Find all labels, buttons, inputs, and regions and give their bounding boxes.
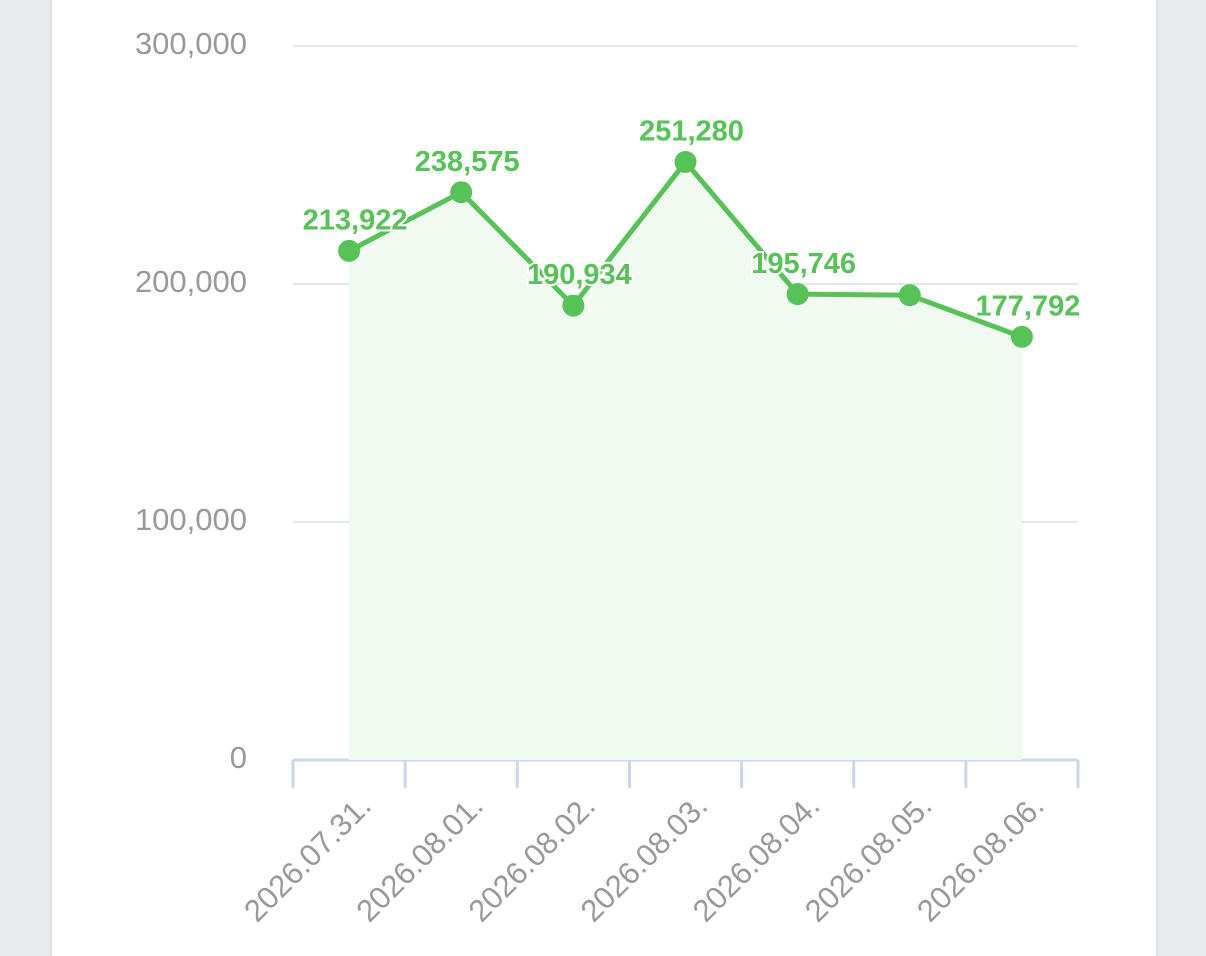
point — [786, 283, 809, 306]
area — [349, 161, 1022, 760]
data-label: 190,934 — [527, 259, 632, 291]
point — [450, 181, 473, 204]
data-label: 251,280 — [639, 116, 744, 148]
y-tick-label: 300,000 — [135, 26, 247, 61]
y-tick-label: 100,000 — [135, 502, 247, 537]
data-label: 238,575 — [415, 146, 520, 178]
point — [562, 294, 585, 317]
point — [338, 239, 361, 262]
point — [674, 150, 697, 173]
data-label: 195,746 — [751, 248, 856, 280]
y-tick-label: 200,000 — [135, 264, 247, 299]
point — [1010, 325, 1033, 348]
data-label: 213,922 — [303, 205, 408, 237]
data-label: 177,792 — [976, 291, 1081, 323]
y-tick-label: 0 — [230, 740, 247, 775]
point — [898, 284, 921, 307]
